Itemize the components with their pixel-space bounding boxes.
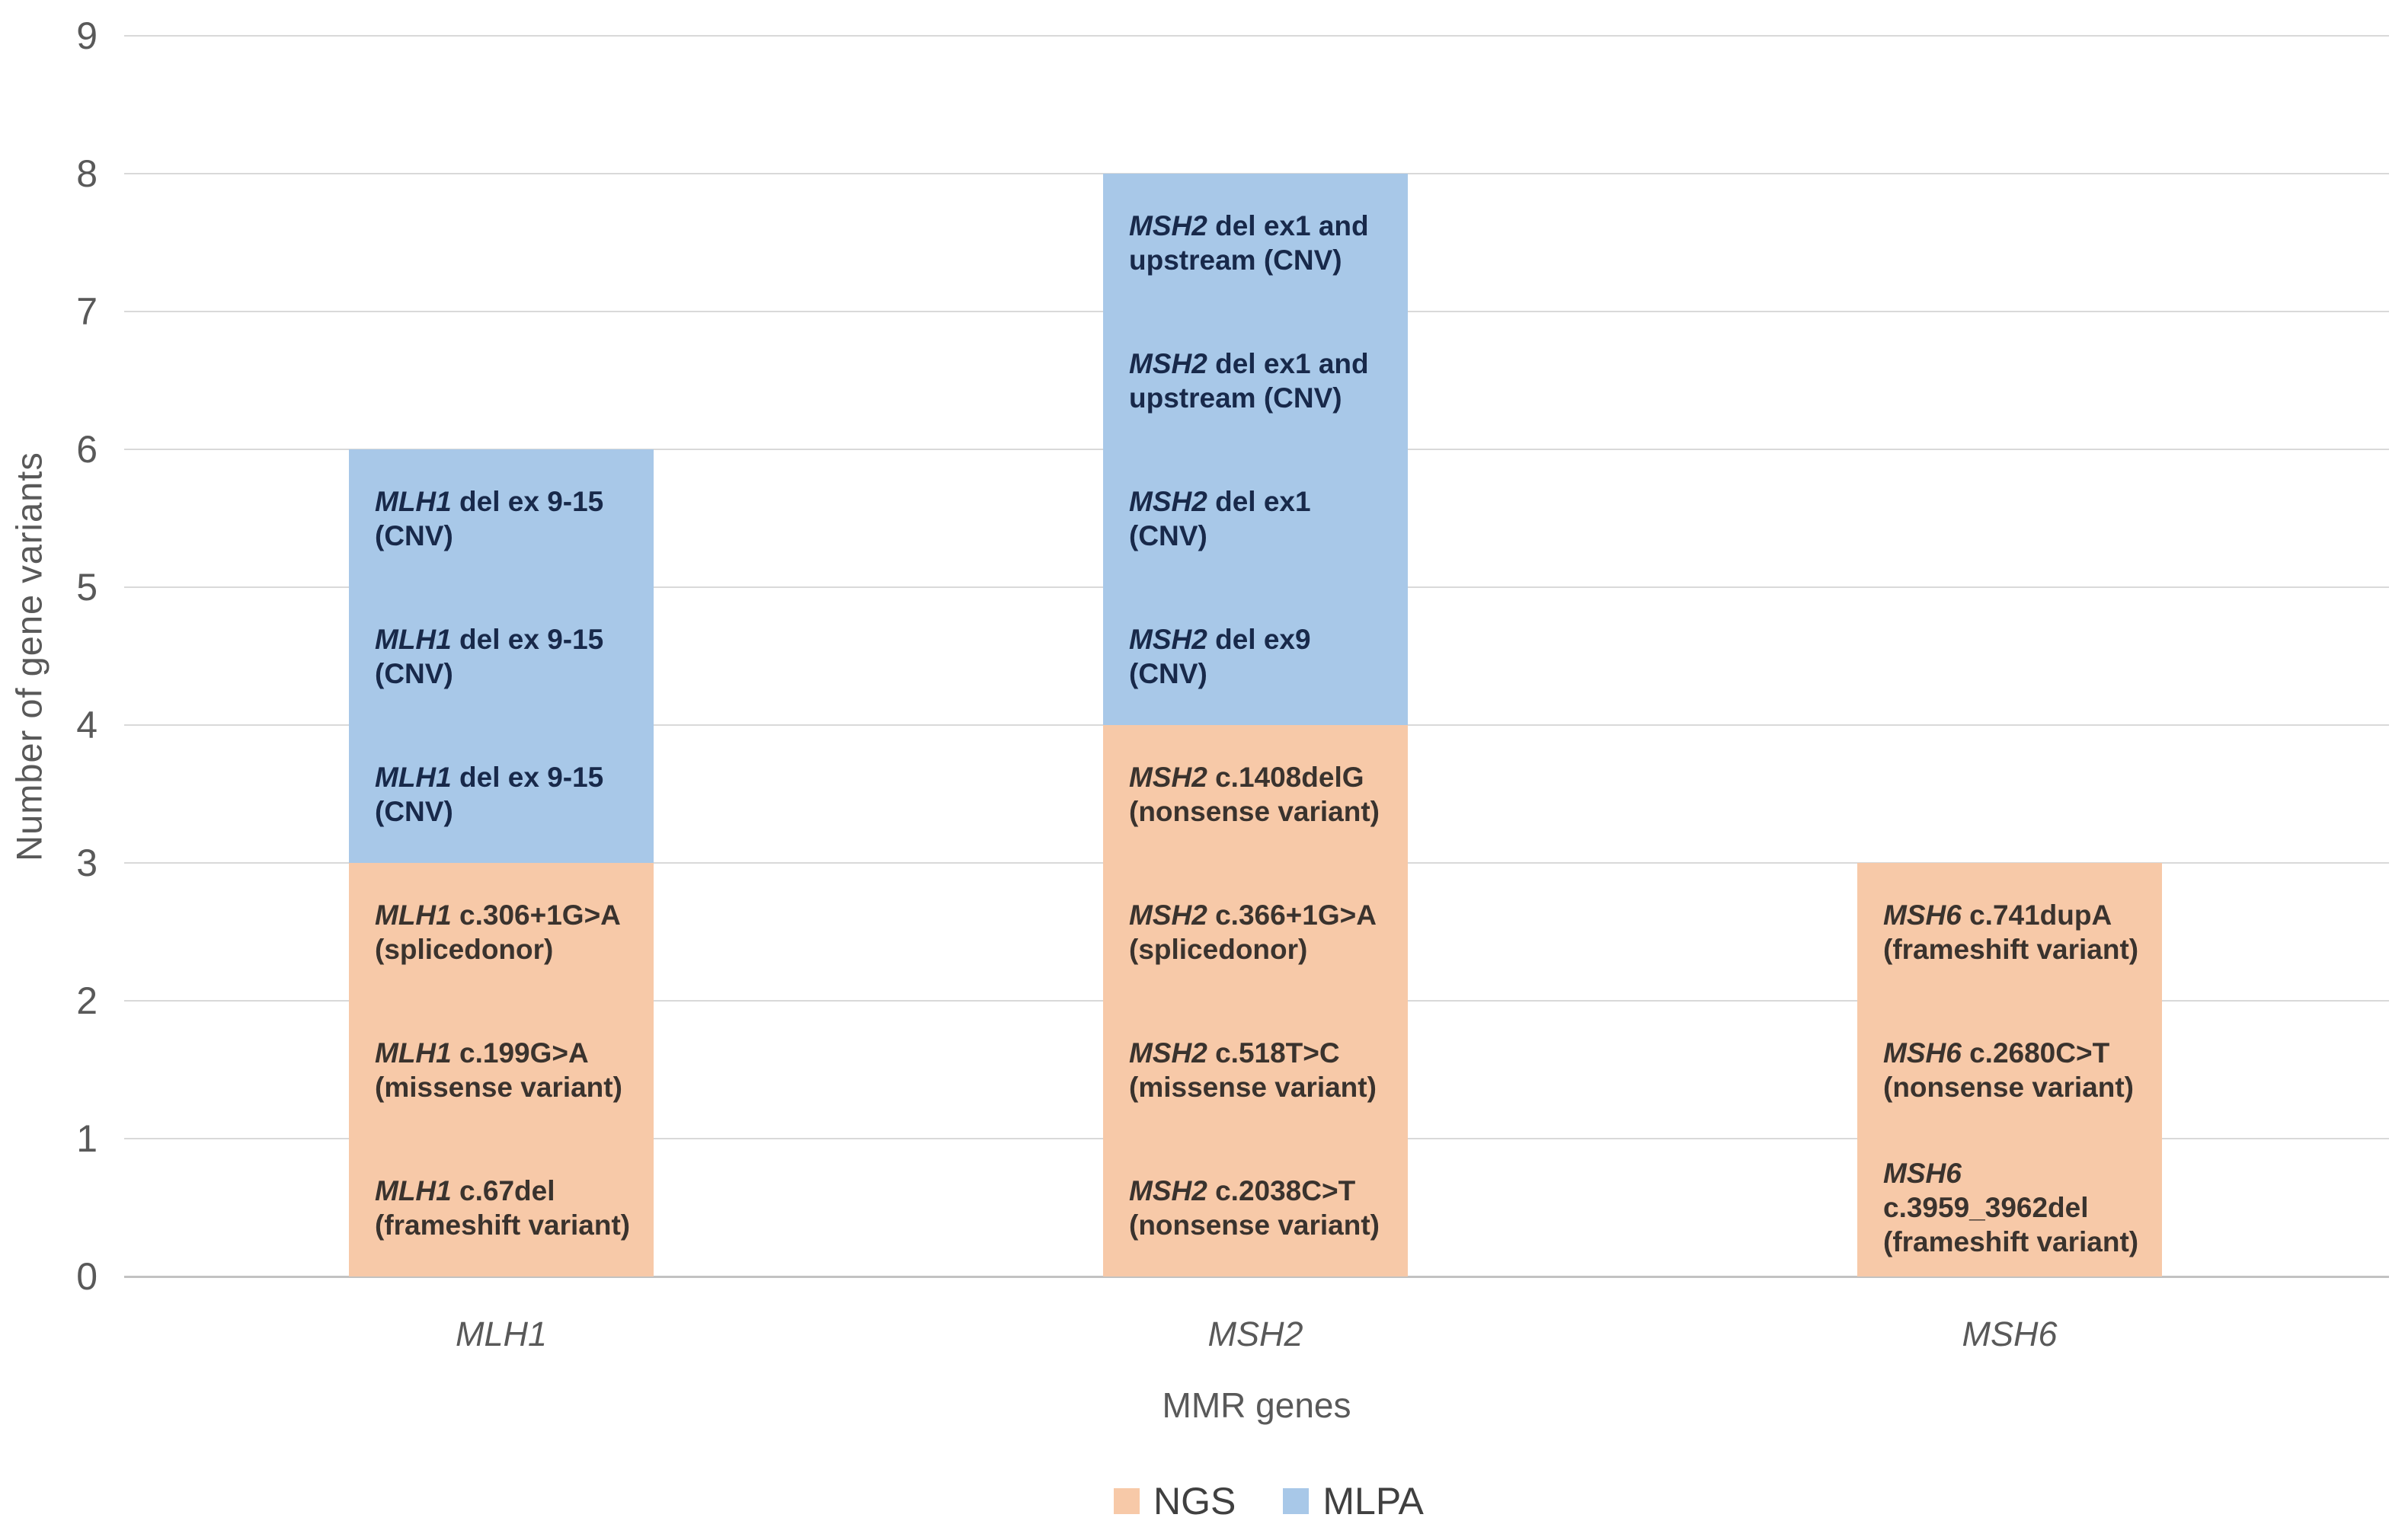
variant-label: MLH1 c.306+1G>A (splicedonor) [375,899,621,965]
x-category-label-msh2: MSH2 [1207,1315,1303,1353]
x-axis-line [124,1276,2389,1278]
gene-name: MSH6 [1883,899,1962,931]
bar-segment-mlh1-ngs [349,863,654,1001]
gene-name: MLH1 [375,761,452,793]
variant-label: MSH2 del ex1 and upstream (CNV) [1129,347,1369,414]
y-tick-label: 4 [76,704,98,746]
bar-segment-msh2-mlpa [1103,312,1408,449]
legend-swatch-ngs [1114,1488,1140,1514]
legend-swatch-mlpa [1283,1488,1310,1514]
gene-name: MSH2 [1129,623,1207,655]
gene-name: MSH2 [1129,1037,1207,1069]
variant-label: MSH2 c.2038C>T (nonsense variant) [1129,1174,1380,1241]
variant-label: MLH1 c.67del (frameshift variant) [375,1174,631,1241]
x-category-label-msh6: MSH6 [1962,1315,2058,1353]
bar-segment-mlh1-ngs [349,1139,654,1276]
gene-name: MSH2 [1129,209,1207,241]
bar-segment-msh2-ngs [1103,725,1408,863]
bar-segment-msh2-mlpa [1103,587,1408,725]
bar-segment-mlh1-mlpa [349,449,654,587]
y-tick-label: 6 [76,428,98,471]
y-tick-label: 0 [76,1255,98,1298]
y-tick-label: 5 [76,566,98,609]
y-tick-label: 7 [76,290,98,333]
y-tick-label: 2 [76,979,98,1022]
variant-label: MSH6 c.741dupA (frameshift variant) [1883,899,2139,965]
gene-name: MLH1 [375,485,452,517]
gene-name: MSH2 [1129,899,1207,931]
bar-segment-mlh1-mlpa [349,587,654,725]
y-tick-label: 1 [76,1117,98,1160]
variant-label: MLH1 del ex 9-15 (CNV) [375,761,604,827]
legend: NGS MLPA [1114,1479,1424,1523]
gene-name: MSH2 [1129,761,1207,793]
bar-segment-mlh1-mlpa [349,725,654,863]
gene-name: MLH1 [375,1037,452,1069]
gene-name: MSH2 [1129,485,1207,517]
variant-label: MSH2 del ex9 (CNV) [1129,623,1311,689]
legend-label: MLPA [1322,1480,1424,1522]
gene-name: MLH1 [375,623,452,655]
gene-name: MSH2 [1129,1174,1207,1206]
legend-item-mlpa: MLPA [1283,1479,1424,1523]
bar-segment-msh2-ngs [1103,863,1408,1001]
variant-label: MLH1 c.199G>A (missense variant) [375,1037,622,1103]
y-tick-label: 8 [76,152,98,195]
y-tick-label: 9 [76,14,98,57]
variant-label: MSH6 c.3959_3962del (frameshift variant) [1883,1158,2139,1257]
gene-name: MSH2 [1129,347,1207,379]
gridline [124,35,2389,37]
variant-label: MSH2 c.1408delG (nonsense variant) [1129,761,1380,827]
y-axis-title: Number of gene variants [8,451,50,861]
legend-label: NGS [1153,1480,1236,1522]
variant-label: MSH2 del ex1 (CNV) [1129,485,1311,551]
bar-segment-msh6-ngs [1857,1139,2162,1276]
gene-name: MSH6 [1883,1037,1962,1069]
bar-segment-msh6-ngs [1857,1001,2162,1139]
x-axis-title: MMR genes [1162,1385,1351,1425]
gene-name: MSH6 [1883,1158,1962,1189]
variant-label: MSH2 del ex1 and upstream (CNV) [1129,209,1369,276]
gene-name: MLH1 [375,899,452,931]
bar-segment-msh2-ngs [1103,1001,1408,1139]
variant-label: MLH1 del ex 9-15 (CNV) [375,485,604,551]
variant-label: MSH2 c.366+1G>A (splicedonor) [1129,899,1377,965]
bar-segment-msh6-ngs [1857,863,2162,1001]
gene-name: MLH1 [375,1174,452,1206]
y-tick-label: 3 [76,842,98,884]
bar-segment-msh2-ngs [1103,1139,1408,1276]
x-category-label-mlh1: MLH1 [455,1315,548,1353]
variant-label: MSH2 c.518T>C (missense variant) [1129,1037,1377,1103]
legend-item-ngs: NGS [1114,1479,1236,1523]
bar-segment-msh2-mlpa [1103,449,1408,587]
variant-label: MLH1 del ex 9-15 (CNV) [375,623,604,689]
variant-label: MSH6 c.2680C>T (nonsense variant) [1883,1037,2134,1103]
bar-segment-mlh1-ngs [349,1001,654,1139]
bar-segment-msh2-mlpa [1103,174,1408,312]
